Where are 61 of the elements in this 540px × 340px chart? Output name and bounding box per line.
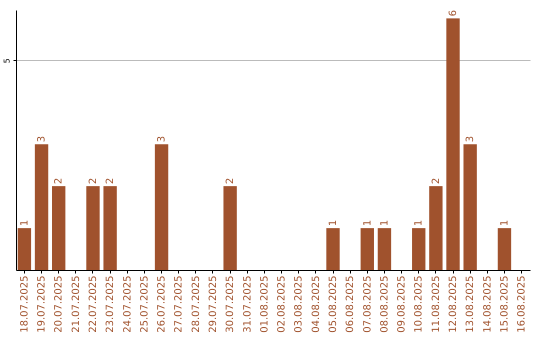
- bar: [154, 144, 168, 270]
- x-tick-label: 01.08.2025: [259, 276, 270, 333]
- x-tick-label: 06.08.2025: [345, 276, 356, 333]
- x-tick-label: 20.07.2025: [54, 276, 65, 333]
- data-label: 1: [328, 220, 340, 226]
- x-tick-label: 02.08.2025: [276, 276, 288, 333]
- x-tick-label: 30.07.2025: [225, 276, 236, 333]
- data-label: 2: [54, 178, 65, 184]
- x-tick-label: 23.07.2025: [105, 276, 116, 333]
- x-tick-label: 15.08.2025: [499, 276, 510, 333]
- bar: [429, 186, 443, 270]
- bar: [498, 228, 512, 270]
- x-tick-label: 24.07.2025: [122, 276, 134, 333]
- bar: [326, 228, 340, 270]
- bar: [463, 144, 477, 270]
- data-label: 6: [448, 10, 460, 16]
- x-tick-label: 29.07.2025: [208, 276, 219, 333]
- x-tick-label: 12.08.2025: [448, 276, 460, 333]
- bar: [446, 18, 460, 270]
- data-label: 1: [362, 220, 374, 226]
- bar: [412, 228, 426, 270]
- x-tick-label: 18.07.2025: [19, 276, 30, 333]
- data-label: 1: [414, 220, 425, 226]
- x-tick-label: 27.07.2025: [174, 276, 185, 333]
- x-tick-label: 14.08.2025: [482, 276, 494, 333]
- data-label: 1: [499, 220, 510, 226]
- bar: [52, 186, 66, 270]
- x-tick-label: 07.08.2025: [362, 276, 374, 333]
- x-tick-label: 22.07.2025: [88, 276, 99, 333]
- data-label: 2: [430, 178, 442, 184]
- x-tick-label: 19.07.2025: [36, 276, 48, 333]
- bar: [378, 228, 392, 270]
- bar: [223, 186, 237, 270]
- bar: [360, 228, 374, 270]
- x-tick-label: 28.07.2025: [190, 276, 202, 333]
- x-tick-label: 13.08.2025: [465, 276, 476, 333]
- data-label: 1: [19, 220, 30, 226]
- x-tick-label: 10.08.2025: [414, 276, 425, 333]
- data-label: 3: [465, 136, 476, 142]
- bar: [34, 144, 48, 270]
- y-tick-label: 5: [2, 58, 12, 64]
- x-tick-label: 09.08.2025: [396, 276, 408, 333]
- x-tick-label: 11.08.2025: [430, 276, 442, 333]
- bar: [18, 228, 32, 270]
- x-tick-label: 25.07.2025: [139, 276, 150, 333]
- data-label: 2: [88, 178, 99, 184]
- data-label: 2: [105, 178, 116, 184]
- data-label: 3: [156, 136, 168, 142]
- bar: [86, 186, 100, 270]
- x-tick-label: 21.07.2025: [70, 276, 82, 333]
- bar: [103, 186, 117, 270]
- data-label: 1: [379, 220, 390, 226]
- data-label: 2: [225, 178, 236, 184]
- x-tick-label: 31.07.2025: [242, 276, 254, 333]
- x-tick-label: 05.08.2025: [328, 276, 340, 333]
- data-label: 3: [36, 136, 48, 142]
- x-tick-label: 26.07.2025: [156, 276, 168, 333]
- x-tick-label: 04.08.2025: [310, 276, 322, 333]
- x-tick-label: 08.08.2025: [379, 276, 390, 333]
- x-tick-label: 03.08.2025: [294, 276, 305, 333]
- x-tick-label: 16.08.2025: [516, 276, 528, 333]
